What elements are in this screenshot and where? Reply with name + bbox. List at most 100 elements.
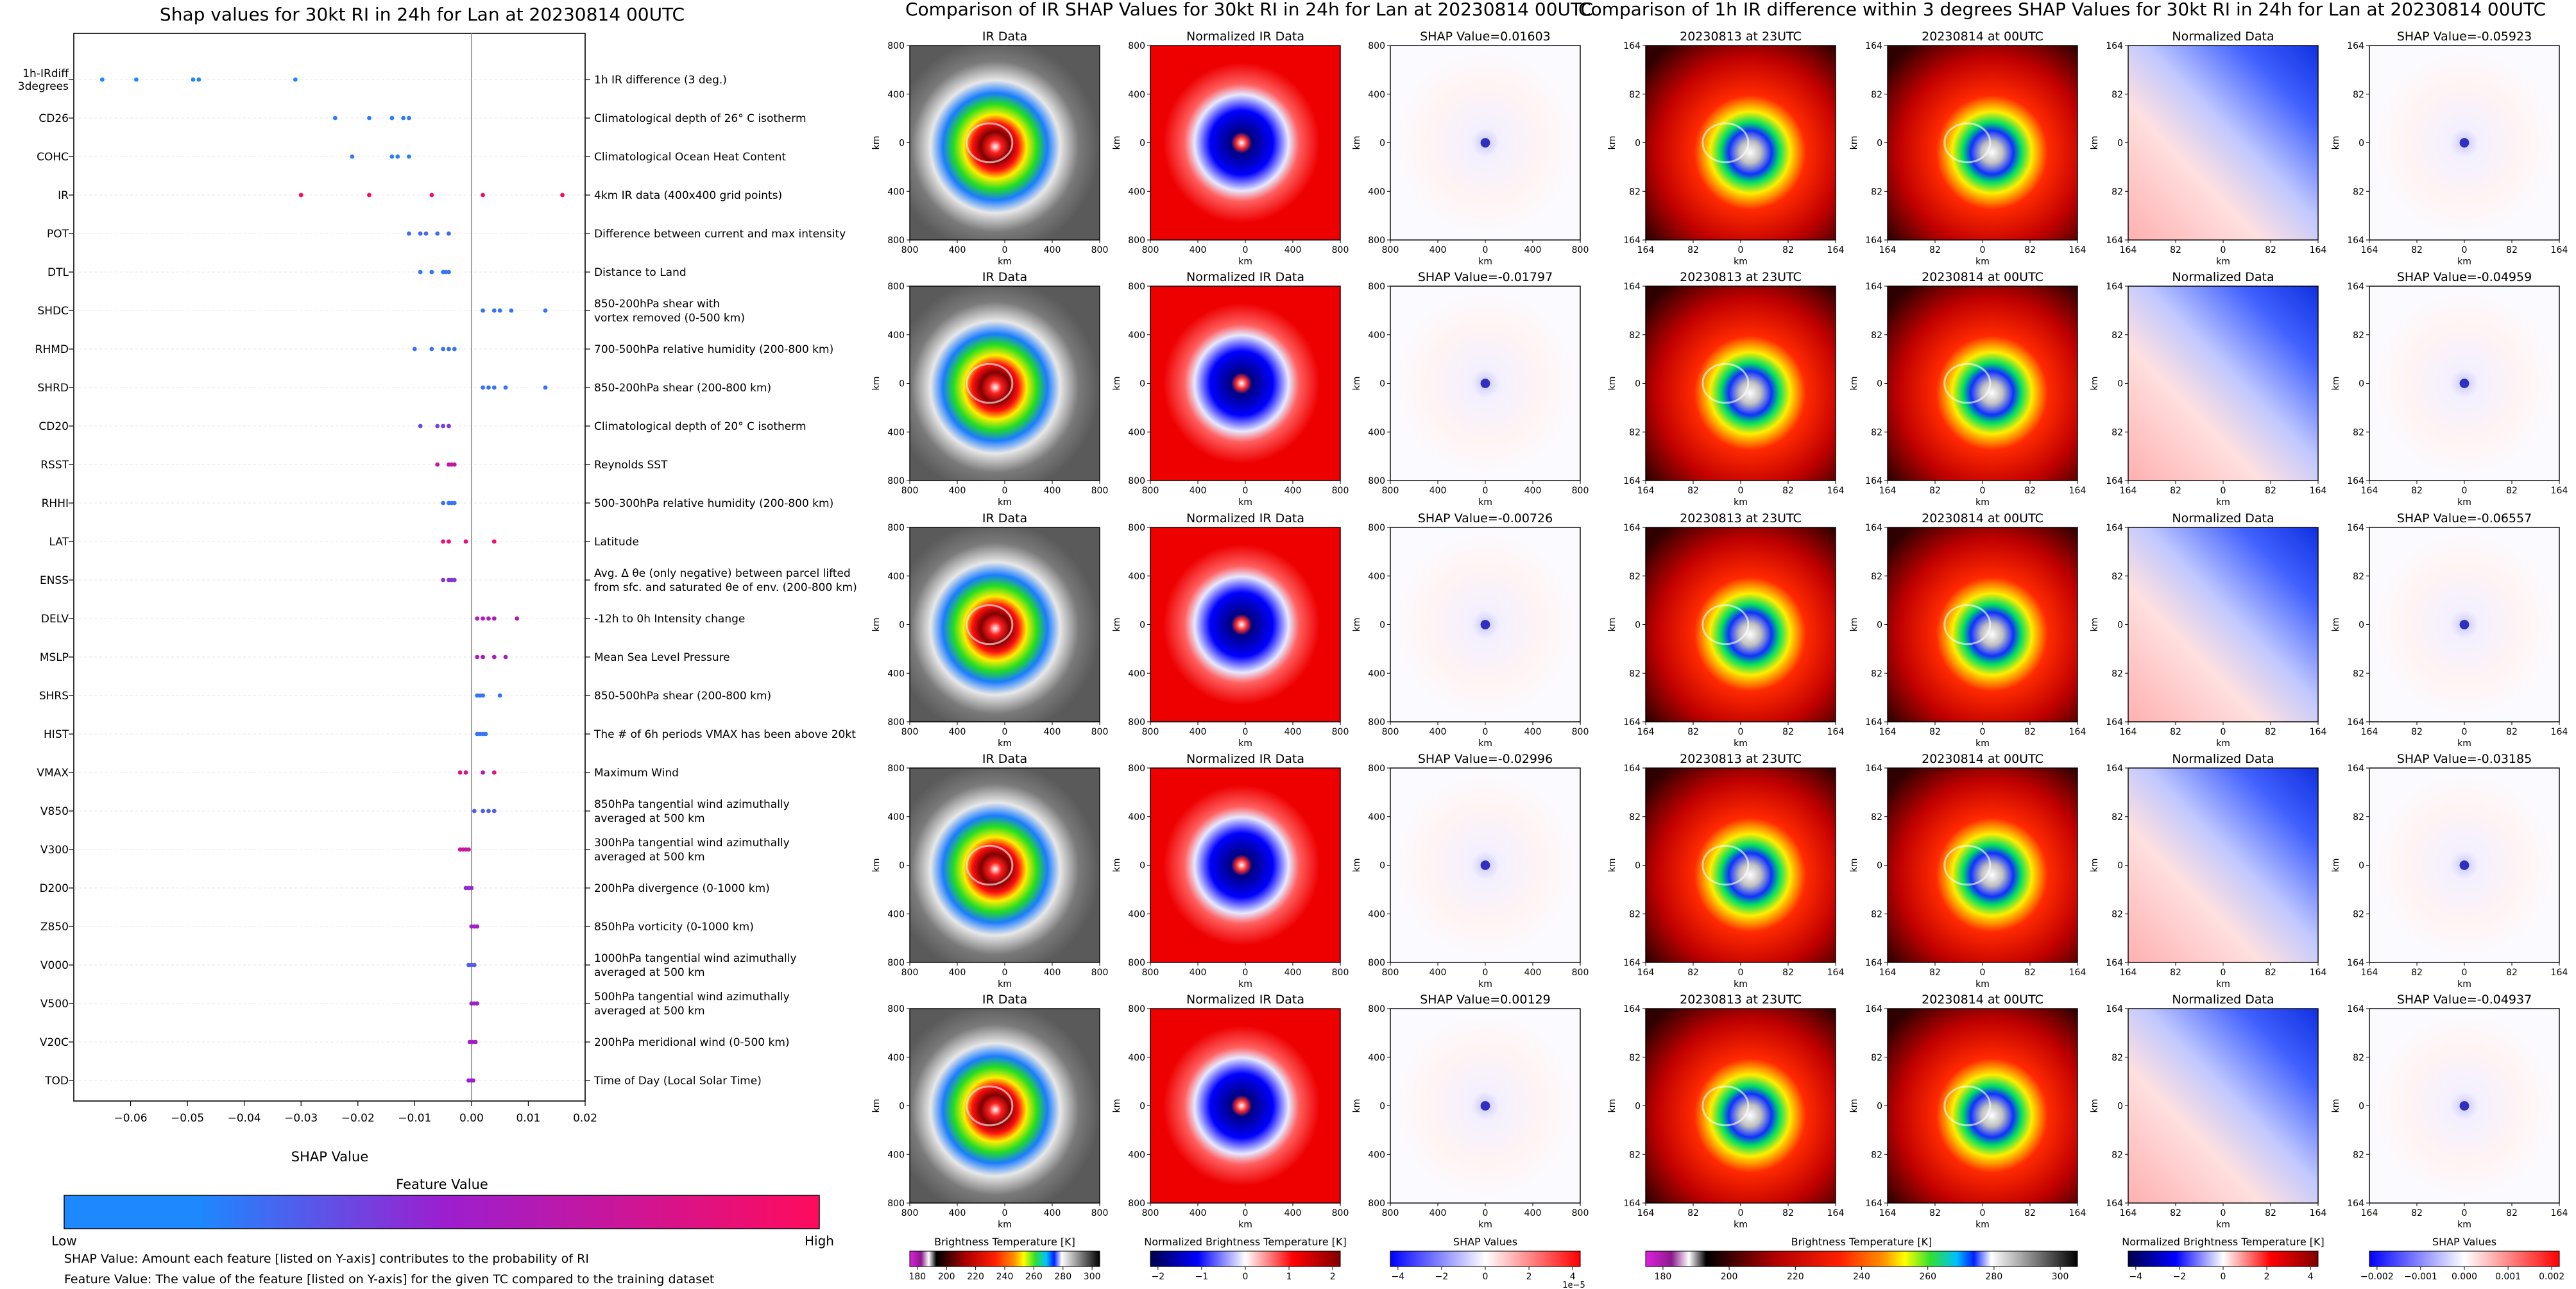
shap-point bbox=[560, 192, 565, 198]
shap-point bbox=[481, 654, 485, 660]
y-tick-label: 800 bbox=[887, 1199, 905, 1209]
x-tick-label: 400 bbox=[1524, 486, 1542, 496]
y-tick-label: 82 bbox=[2111, 1053, 2123, 1063]
x-tick-label: 164 bbox=[1879, 245, 1897, 255]
y-tick-label: 800 bbox=[1128, 476, 1145, 486]
y-tick-label: 164 bbox=[2347, 1199, 2364, 1209]
x-tick-label: −0.04 bbox=[228, 1112, 261, 1125]
x-tick-label: 82 bbox=[1687, 727, 1699, 737]
shap-point bbox=[497, 693, 502, 698]
x-tick-label: 800 bbox=[1572, 486, 1589, 496]
feature-description: Mean Sea Level Pressure bbox=[594, 651, 730, 664]
y-tick-label: 82 bbox=[2353, 812, 2364, 823]
y-axis-label: km bbox=[2331, 858, 2341, 873]
image-panel: 20230813 at 23UTC1641648282008282164164k… bbox=[1607, 270, 1844, 508]
y-axis-label: km bbox=[1112, 858, 1122, 873]
y-tick-label: 0 bbox=[1139, 139, 1145, 149]
x-tick-label: 400 bbox=[949, 727, 966, 737]
x-tick-label: 82 bbox=[2170, 1208, 2181, 1218]
y-tick-label: 82 bbox=[1871, 572, 1882, 582]
feature-label: RHMD bbox=[35, 343, 69, 356]
shap-point bbox=[503, 385, 508, 390]
x-tick-label: 164 bbox=[2361, 486, 2378, 496]
image-panel: 20230813 at 23UTC1641648282008282164164k… bbox=[1607, 30, 1844, 267]
feature-colorbar-title: Feature Value bbox=[396, 1177, 488, 1192]
image-panel: SHAP Value=-0.06557164164828200828216416… bbox=[2331, 511, 2568, 749]
image-panel: SHAP Value=-0.00726800800400400004004008… bbox=[1352, 511, 1589, 749]
image-panel: 20230813 at 23UTC1641648282008282164164k… bbox=[1607, 511, 1844, 749]
shap-point bbox=[481, 308, 485, 313]
shap-point bbox=[395, 154, 400, 159]
x-tick-label: 400 bbox=[1190, 486, 1207, 496]
y-tick-label: 164 bbox=[2347, 1004, 2364, 1014]
x-tick-label: 164 bbox=[2120, 1208, 2137, 1218]
image-area bbox=[1646, 768, 1836, 962]
y-tick-label: 164 bbox=[1865, 1199, 1882, 1209]
colorbar-offset: 1e−5 bbox=[1562, 1281, 1585, 1289]
shap-point bbox=[298, 192, 303, 198]
image-area bbox=[910, 768, 1100, 962]
y-tick-label: 0 bbox=[2117, 139, 2123, 149]
y-tick-label: 800 bbox=[887, 717, 905, 728]
irdiff-shap-panel-title: Comparison of 1h IR difference within 3 … bbox=[1578, 0, 2546, 20]
x-tick-label: 400 bbox=[1284, 727, 1302, 737]
feature-description: Maximum Wind bbox=[594, 767, 679, 780]
x-axis-label: km bbox=[1734, 1220, 1748, 1230]
shap-center-spot bbox=[1480, 379, 1490, 388]
x-tick-label: 164 bbox=[1827, 486, 1845, 496]
shap-point bbox=[481, 385, 485, 390]
x-tick-label: 800 bbox=[1091, 486, 1109, 496]
colorbar bbox=[909, 1251, 1100, 1267]
y-tick-label: 82 bbox=[2111, 330, 2123, 341]
y-tick-label: 164 bbox=[2106, 1004, 2123, 1014]
shap-point bbox=[515, 616, 520, 621]
y-tick-label: 82 bbox=[1871, 427, 1882, 438]
shap-summary-plot-frame bbox=[73, 33, 586, 1102]
colorbar-tick-label: 0 bbox=[1483, 1272, 1488, 1282]
x-tick-label: 400 bbox=[1429, 486, 1447, 496]
y-tick-label: 400 bbox=[1368, 572, 1385, 582]
colorbar-tick-label: −0.001 bbox=[2404, 1272, 2437, 1282]
shap-point bbox=[481, 693, 485, 698]
x-axis-label: km bbox=[1734, 979, 1748, 989]
x-axis-label: km bbox=[2457, 979, 2471, 989]
y-tick-label: 0 bbox=[2117, 1102, 2123, 1112]
panel-title: Normalized IR Data bbox=[1186, 511, 1304, 525]
shap-point bbox=[491, 654, 497, 660]
x-tick-label: 0 bbox=[1483, 486, 1488, 496]
y-tick-label: 82 bbox=[2353, 1053, 2364, 1063]
y-tick-label: 164 bbox=[2106, 958, 2123, 968]
y-tick-label: 0 bbox=[1877, 139, 1882, 149]
x-tick-label: 800 bbox=[1091, 245, 1109, 255]
x-tick-label: 164 bbox=[1637, 486, 1655, 496]
y-tick-label: 164 bbox=[2106, 41, 2123, 51]
feature-colorbar-low: Low bbox=[51, 1233, 76, 1249]
x-tick-label: 82 bbox=[2506, 1208, 2518, 1218]
y-tick-label: 82 bbox=[2353, 427, 2364, 438]
y-tick-label: 164 bbox=[1865, 41, 1882, 51]
feature-description: Climatological depth of 26° C isotherm bbox=[594, 112, 806, 125]
colorbar-tick-label: 0 bbox=[2221, 1272, 2226, 1282]
y-tick-label: 400 bbox=[1128, 669, 1145, 679]
image-panel: SHAP Value=0.001298008004004000040040080… bbox=[1352, 993, 1589, 1230]
y-axis-label: km bbox=[1352, 1099, 1362, 1113]
x-tick-label: 164 bbox=[2069, 968, 2086, 978]
x-tick-label: 82 bbox=[1687, 245, 1699, 255]
x-tick-label: 82 bbox=[2170, 245, 2181, 255]
y-tick-label: 800 bbox=[1368, 282, 1385, 292]
y-tick-label: 800 bbox=[1128, 717, 1145, 728]
x-tick-label: 400 bbox=[1429, 968, 1447, 978]
x-tick-label: 800 bbox=[1382, 727, 1399, 737]
y-tick-label: 400 bbox=[1128, 572, 1145, 582]
colorbar-tick-label: 0.001 bbox=[2495, 1272, 2521, 1282]
feature-description: 850hPa vorticity (0-1000 km) bbox=[594, 921, 754, 934]
image-area bbox=[2128, 527, 2318, 722]
eye-ring bbox=[966, 844, 1014, 886]
feature-description: 1h IR difference (3 deg.) bbox=[594, 74, 727, 87]
x-axis-label: km bbox=[2457, 1220, 2471, 1230]
y-tick-label: 400 bbox=[887, 330, 905, 341]
x-tick-label: 400 bbox=[1524, 968, 1542, 978]
shap-point bbox=[412, 346, 417, 352]
y-axis-label: km bbox=[2090, 377, 2100, 391]
x-tick-label: 0.02 bbox=[573, 1112, 597, 1125]
